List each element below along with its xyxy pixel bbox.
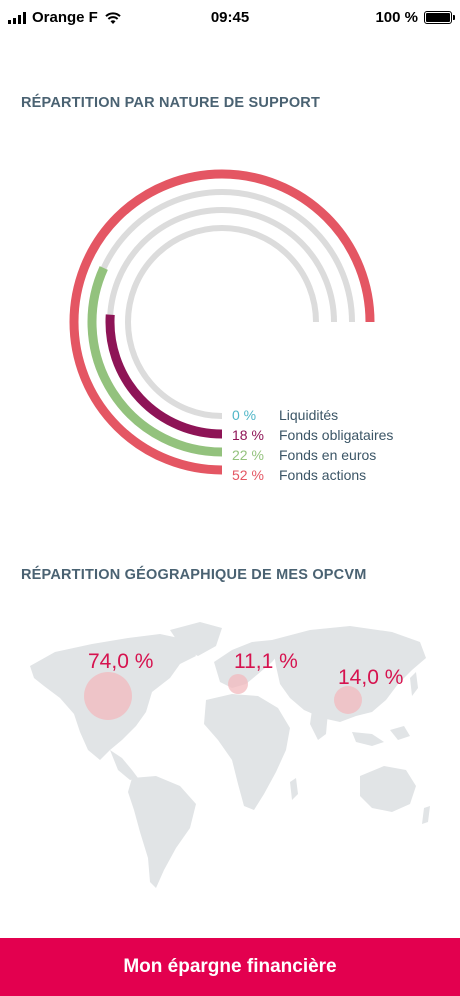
legend-pct-actions: 52 %	[232, 467, 264, 483]
legend-pct-liquidites: 0 %	[232, 407, 257, 423]
geo-label-europe: 11,1 %	[234, 650, 298, 673]
legend-row-euros: 22 % Fonds en euros	[222, 445, 393, 465]
status-left: Orange F	[8, 9, 122, 26]
world-map-svg: 74,0 % 11,1 % 14,0 %	[30, 622, 430, 888]
section-title-support: RÉPARTITION PAR NATURE DE SUPPORT	[21, 95, 321, 111]
status-bar: Orange F 09:45 100 %	[0, 0, 460, 36]
status-right: 100 %	[375, 9, 455, 26]
status-time: 09:45	[210, 9, 250, 26]
bubble-america	[84, 672, 132, 720]
bar-3	[69, 169, 375, 475]
support-radial-chart	[69, 169, 375, 475]
carrier-name: Orange F	[32, 9, 98, 26]
bottom-bar-label: Mon épargne financière	[123, 956, 337, 977]
legend-label-actions: Fonds actions	[279, 467, 367, 483]
bar-2	[87, 266, 223, 457]
world-map: 74,0 % 11,1 % 14,0 %	[0, 600, 460, 900]
legend-row-obligataires: 18 % Fonds obligataires	[222, 425, 393, 445]
section-title-geo: RÉPARTITION GÉOGRAPHIQUE DE MES OPCVM	[21, 567, 367, 583]
legend-label-euros: Fonds en euros	[279, 447, 377, 463]
geo-bubbles	[84, 672, 362, 720]
geo-label-asia: 14,0 %	[338, 666, 403, 689]
legend-label-liquidites: Liquidités	[279, 407, 339, 423]
track-0	[125, 225, 319, 419]
battery-icon	[424, 11, 455, 24]
geo-label-america: 74,0 %	[88, 650, 153, 673]
legend-row-liquidites: 0 % Liquidités	[222, 405, 393, 425]
bottom-action-bar[interactable]: Mon épargne financière	[0, 938, 460, 996]
chart-legend: 0 % Liquidités 18 % Fonds obligataires 2…	[222, 405, 393, 485]
legend-pct-obligataires: 18 %	[232, 427, 264, 443]
bar-1	[105, 314, 223, 439]
wifi-icon	[105, 11, 121, 24]
signal-icon	[8, 11, 26, 24]
geo-labels: 74,0 % 11,1 % 14,0 %	[88, 650, 403, 689]
bubble-asia	[334, 686, 362, 714]
legend-row-actions: 52 % Fonds actions	[222, 465, 393, 485]
legend-label-obligataires: Fonds obligataires	[279, 427, 394, 443]
legend-pct-euros: 22 %	[232, 447, 264, 463]
bubble-europe	[228, 674, 248, 694]
battery-percent: 100 %	[375, 9, 418, 26]
